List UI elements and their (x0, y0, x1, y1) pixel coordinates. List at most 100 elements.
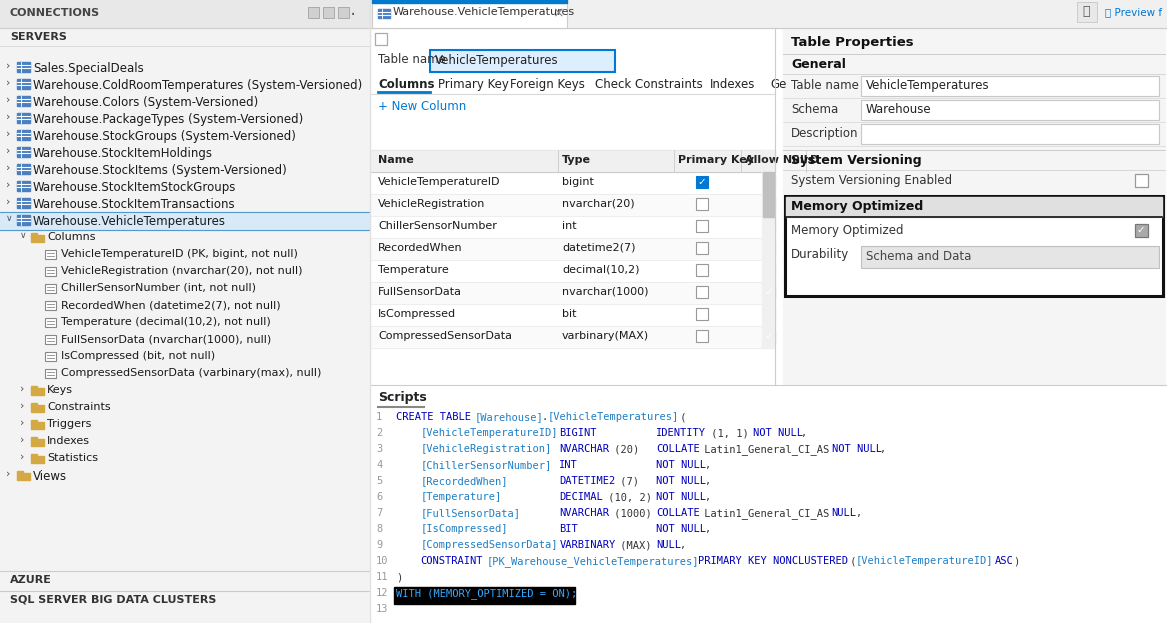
Bar (46, 318, 56, 327)
Text: Warehouse.StockGroups (System-Versioned): Warehouse.StockGroups (System-Versioned) (33, 130, 296, 143)
Text: bit: bit (562, 309, 576, 319)
Bar (787, 197, 1162, 217)
Text: ›: › (6, 469, 11, 479)
Text: ✓: ✓ (764, 287, 774, 297)
Bar (370, 150, 775, 172)
Text: Check Constraints: Check Constraints (595, 78, 703, 91)
Text: COLLATE: COLLATE (656, 508, 700, 518)
Text: varbinary(MAX): varbinary(MAX) (562, 331, 649, 341)
Bar (696, 286, 708, 298)
Bar (18, 79, 30, 89)
Text: (1000): (1000) (608, 508, 658, 518)
Bar (32, 388, 44, 395)
Text: Temperature (decimal(10,2), not null): Temperature (decimal(10,2), not null) (61, 317, 271, 327)
Bar (0, 212, 369, 230)
Text: Warehouse.Colors (System-Versioned): Warehouse.Colors (System-Versioned) (33, 96, 258, 109)
Text: VARBINARY: VARBINARY (559, 540, 616, 550)
Bar (370, 385, 1167, 623)
Text: ›: › (6, 112, 11, 122)
Text: Warehouse.StockItems (System-Versioned): Warehouse.StockItems (System-Versioned) (33, 164, 287, 177)
Text: Statistics: Statistics (47, 453, 98, 463)
Text: NOT NULL: NOT NULL (656, 476, 706, 486)
Text: ✓: ✓ (764, 330, 774, 341)
Text: VehicleRegistration (nvarchar(20), not null): VehicleRegistration (nvarchar(20), not n… (61, 266, 302, 276)
Bar (32, 420, 37, 423)
Text: Warehouse.VehicleTemperatures: Warehouse.VehicleTemperatures (393, 7, 575, 17)
Text: 11: 11 (376, 572, 389, 582)
Text: ,: , (855, 508, 862, 518)
Bar (696, 176, 708, 188)
Bar (18, 215, 30, 225)
Bar (763, 264, 775, 276)
Text: NOT NULL: NOT NULL (832, 444, 881, 454)
Text: (20): (20) (608, 444, 658, 454)
Text: [PK_Warehouse_VehicleTemperatures]: [PK_Warehouse_VehicleTemperatures] (487, 556, 699, 567)
Text: Primary Key: Primary Key (438, 78, 509, 91)
Bar (861, 124, 1159, 144)
Bar (32, 403, 37, 406)
Bar (763, 308, 775, 320)
Text: Warehouse.PackageTypes (System-Versioned): Warehouse.PackageTypes (System-Versioned… (33, 113, 303, 126)
Text: NVARCHAR: NVARCHAR (559, 508, 609, 518)
Text: ›: › (6, 95, 11, 105)
Text: 7: 7 (376, 508, 383, 518)
Text: 4: 4 (376, 460, 383, 470)
Text: [VehicleRegistration]: [VehicleRegistration] (420, 444, 552, 454)
Text: ,: , (802, 428, 808, 438)
Text: .: . (541, 412, 547, 422)
Text: CREATE TABLE: CREATE TABLE (396, 412, 477, 422)
Text: ChillerSensorNumber (int, not null): ChillerSensorNumber (int, not null) (61, 283, 256, 293)
Text: Latin1_General_CI_AS: Latin1_General_CI_AS (699, 444, 836, 455)
Bar (861, 246, 1159, 268)
Text: ,: , (705, 460, 711, 470)
Text: [VehicleTemperatureID]: [VehicleTemperatureID] (420, 428, 558, 438)
Bar (1077, 2, 1097, 22)
Bar (32, 454, 37, 457)
Bar (46, 352, 56, 361)
Bar (696, 198, 708, 210)
Text: nvarchar(20): nvarchar(20) (562, 199, 635, 209)
Text: Latin1_General_CI_AS: Latin1_General_CI_AS (699, 508, 836, 519)
Bar (46, 250, 56, 259)
Text: COLLATE: COLLATE (656, 444, 700, 454)
Text: 6: 6 (376, 492, 383, 502)
Bar (372, 0, 567, 28)
Text: NOT NULL: NOT NULL (656, 460, 706, 470)
Text: CompressedSensorData (varbinary(max), null): CompressedSensorData (varbinary(max), nu… (61, 368, 321, 378)
Text: 1: 1 (376, 412, 383, 422)
Text: Primary Key: Primary Key (678, 155, 754, 165)
Text: 3: 3 (376, 444, 383, 454)
Text: ›: › (20, 418, 25, 428)
Text: Name: Name (378, 155, 414, 165)
Text: 5: 5 (376, 476, 383, 486)
Bar (763, 242, 775, 254)
Text: WITH (MEMORY_OPTIMIZED = ON);: WITH (MEMORY_OPTIMIZED = ON); (396, 588, 578, 599)
Bar (18, 130, 30, 140)
Text: (: ( (844, 556, 857, 566)
Text: ›: › (6, 197, 11, 207)
Bar (763, 286, 775, 298)
Text: PRIMARY KEY NONCLUSTERED: PRIMARY KEY NONCLUSTERED (699, 556, 848, 566)
Text: D: D (810, 155, 819, 165)
Bar (861, 76, 1159, 96)
Text: VehicleTemperatures: VehicleTemperatures (435, 54, 559, 67)
Text: Keys: Keys (47, 385, 74, 395)
Bar (46, 369, 56, 378)
Bar (370, 194, 775, 216)
Bar (32, 439, 44, 446)
Bar (46, 301, 56, 310)
Text: RecordedWhen: RecordedWhen (378, 243, 462, 253)
Text: ASC: ASC (995, 556, 1014, 566)
Text: 9: 9 (376, 540, 383, 550)
Bar (32, 386, 37, 389)
Text: Temperature: Temperature (378, 265, 449, 275)
Bar (323, 7, 334, 18)
Text: nvarchar(1000): nvarchar(1000) (562, 287, 649, 297)
Text: bigint: bigint (562, 177, 594, 187)
Text: Warehouse.ColdRoomTemperatures (System-Versioned): Warehouse.ColdRoomTemperatures (System-V… (33, 79, 362, 92)
Bar (370, 0, 1167, 623)
Text: ›: › (6, 180, 11, 190)
Bar (338, 7, 349, 18)
Text: Indexes: Indexes (710, 78, 755, 91)
Text: AZURE: AZURE (11, 575, 51, 585)
